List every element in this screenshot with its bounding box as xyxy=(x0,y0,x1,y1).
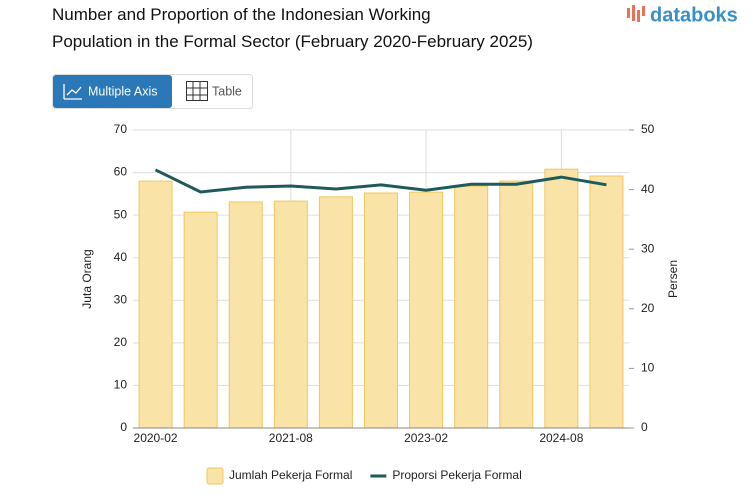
bar xyxy=(589,175,624,429)
y-tick-label: 30 xyxy=(114,292,128,306)
x-tick-label: 2024-08 xyxy=(539,431,583,445)
bar xyxy=(499,180,534,429)
table-button[interactable]: Table xyxy=(186,81,242,101)
button-label[interactable]: Table xyxy=(212,84,242,98)
bar xyxy=(409,191,444,429)
y-tick-label: 10 xyxy=(114,378,128,392)
y2-axis-title: Persen xyxy=(666,260,680,298)
bar xyxy=(183,211,218,429)
y-tick-label: 70 xyxy=(114,122,128,136)
y-tick-label: 20 xyxy=(114,335,128,349)
button-label[interactable]: Multiple Axis xyxy=(88,84,157,98)
bar xyxy=(273,200,308,429)
y-axis-title: Juta Orang xyxy=(80,249,94,308)
legend-label: Proporsi Pekerja Formal xyxy=(392,468,521,482)
line xyxy=(154,168,607,194)
y-tick-label: 40 xyxy=(114,250,128,264)
chart-title-line1: Number and Proportion of the Indonesian … xyxy=(52,5,431,24)
y2-tick-label: 50 xyxy=(641,122,655,136)
logo: databoks xyxy=(627,4,738,26)
x-tick-label: 2020-02 xyxy=(134,431,178,445)
y2-tick-label: 0 xyxy=(641,420,648,434)
legend-swatch xyxy=(206,467,224,485)
logo-text: databoks xyxy=(650,4,738,26)
y2-tick-label: 40 xyxy=(641,182,655,196)
x-tick-label: 2023-02 xyxy=(404,431,448,445)
y-tick-label: 60 xyxy=(114,165,128,179)
y2-tick-label: 30 xyxy=(641,241,655,255)
multiple-axis-button[interactable] xyxy=(53,75,172,108)
y-tick-label: 0 xyxy=(120,420,127,434)
bar xyxy=(318,196,353,429)
bar xyxy=(544,168,579,429)
chart-title-line2: Population in the Formal Sector (Februar… xyxy=(52,32,533,51)
legend-label: Jumlah Pekerja Formal xyxy=(229,468,352,482)
x-tick-label: 2021-08 xyxy=(269,431,313,445)
y-tick-label: 50 xyxy=(114,207,128,221)
bar xyxy=(138,180,173,429)
bar xyxy=(228,201,263,429)
y2-tick-label: 20 xyxy=(641,301,655,315)
bar xyxy=(364,192,398,429)
bar xyxy=(454,185,489,429)
y2-tick-label: 10 xyxy=(641,361,655,375)
